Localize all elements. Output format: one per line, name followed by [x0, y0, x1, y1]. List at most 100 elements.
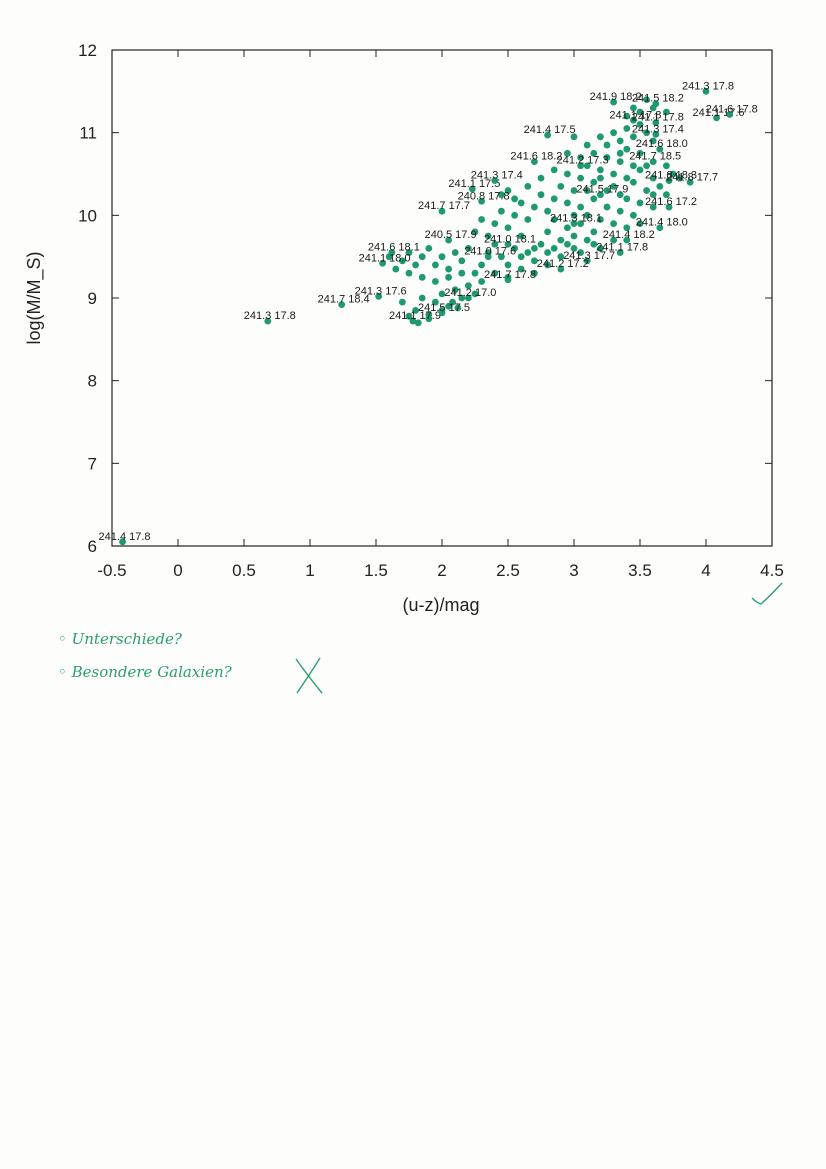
- point-label: 241.3 17.7: [563, 250, 615, 262]
- point-label: 241.4 18.0: [636, 217, 688, 229]
- data-point: [603, 141, 611, 149]
- data-point: [498, 207, 505, 215]
- point-label: 241.6 18.2: [510, 151, 562, 163]
- data-point: [570, 133, 578, 141]
- data-point: [517, 232, 525, 240]
- data-point: [577, 174, 584, 182]
- point-label: 241.3 18.1: [550, 213, 602, 225]
- data-point: [338, 301, 346, 309]
- data-point: [531, 245, 538, 252]
- data-point: [702, 87, 710, 95]
- data-point: [643, 129, 650, 137]
- data-point: [597, 166, 604, 174]
- data-point: [583, 211, 591, 219]
- data-point: [669, 170, 677, 178]
- data-point: [491, 177, 499, 185]
- point-label: 241.0 17.6: [464, 246, 516, 258]
- point-label: 241.5 18.2: [632, 93, 684, 105]
- y-tick-label: 12: [78, 41, 97, 60]
- y-axis-ticks: 6 7 8 9 10 11 12: [78, 41, 772, 556]
- handwritten-note-1: ◦ Unterschiede?: [58, 630, 182, 648]
- data-point: [425, 315, 433, 323]
- point-label: 241.8 17.7: [666, 171, 718, 183]
- data-point: [484, 253, 492, 261]
- data-point: [531, 257, 538, 265]
- data-point: [524, 183, 532, 190]
- data-point: [498, 253, 505, 261]
- x-tick-label: 4: [701, 561, 710, 580]
- y-tick-label: 9: [88, 289, 97, 308]
- point-label: 241.3 17.4: [632, 123, 684, 135]
- data-point: [537, 191, 545, 199]
- point-label: 241.7 17.7: [418, 200, 470, 212]
- point-label: 241.6 18.0: [636, 138, 688, 150]
- data-point: [471, 290, 479, 298]
- data-point: [544, 261, 551, 269]
- data-point: [564, 224, 571, 232]
- data-point: [649, 203, 657, 211]
- data-point: [432, 298, 439, 306]
- point-label: 241.6 17.2: [645, 196, 697, 208]
- y-tick-label: 8: [88, 372, 97, 391]
- data-point: [445, 265, 452, 273]
- data-point: [649, 137, 657, 145]
- data-point: [623, 145, 631, 153]
- data-point: [630, 162, 637, 170]
- data-point: [451, 249, 459, 256]
- data-point: [597, 133, 604, 141]
- point-label: 241.1 17.8: [632, 112, 684, 124]
- data-point: [656, 224, 664, 232]
- data-point: [590, 195, 598, 203]
- data-point: [544, 228, 551, 236]
- data-point: [590, 240, 598, 248]
- data-point: [405, 269, 413, 277]
- x-tick-label: -0.5: [97, 561, 126, 580]
- point-label: 241.7 17.8: [484, 269, 536, 281]
- x-tick-label: 4.5: [760, 561, 784, 580]
- data-point: [610, 170, 617, 178]
- x-tick-label: 2.5: [496, 561, 520, 580]
- data-point: [616, 249, 624, 256]
- point-label: 241.2 17.3: [557, 155, 609, 167]
- data-point: [478, 197, 485, 205]
- data-point: [465, 282, 472, 289]
- data-point: [577, 249, 584, 256]
- data-point: [471, 228, 479, 236]
- data-point: [524, 249, 532, 256]
- point-label: 241.3 17.8: [682, 80, 734, 92]
- data-point: [405, 249, 413, 256]
- data-point: [478, 261, 485, 269]
- data-point: [597, 174, 604, 182]
- data-point: [418, 273, 426, 281]
- x-tick-label: 3.5: [628, 561, 652, 580]
- y-tick-label: 10: [78, 206, 97, 225]
- data-point: [517, 253, 525, 261]
- data-point: [438, 207, 446, 215]
- data-point: [583, 236, 591, 244]
- data-point: [445, 236, 452, 244]
- data-point: [454, 304, 462, 312]
- data-point: [656, 145, 664, 153]
- handwritten-note-2: ◦ Besondere Galaxien?: [58, 663, 232, 681]
- data-point: [590, 149, 598, 157]
- data-point: [418, 253, 426, 261]
- data-point: [577, 203, 584, 211]
- data-point: [713, 114, 720, 122]
- data-point: [531, 269, 538, 277]
- point-label: 241.6 18.1: [368, 242, 420, 254]
- point-label: 241.1 17.9: [389, 310, 441, 322]
- x-tick-label: 0.5: [232, 561, 256, 580]
- point-label: 241.5 17.5: [418, 302, 470, 314]
- data-point: [445, 273, 452, 281]
- point-label: 240.5 17.9: [425, 229, 477, 241]
- data-point: [726, 111, 734, 118]
- data-point: [570, 211, 578, 219]
- data-point: [264, 317, 272, 325]
- point-label: 240.8 17.8: [458, 190, 510, 202]
- data-point: [517, 199, 525, 207]
- data-point: [649, 174, 657, 182]
- x-tick-label: 3: [569, 561, 578, 580]
- data-point: [537, 240, 545, 248]
- data-point: [468, 185, 476, 193]
- point-label: 241.1 17.5: [448, 178, 500, 190]
